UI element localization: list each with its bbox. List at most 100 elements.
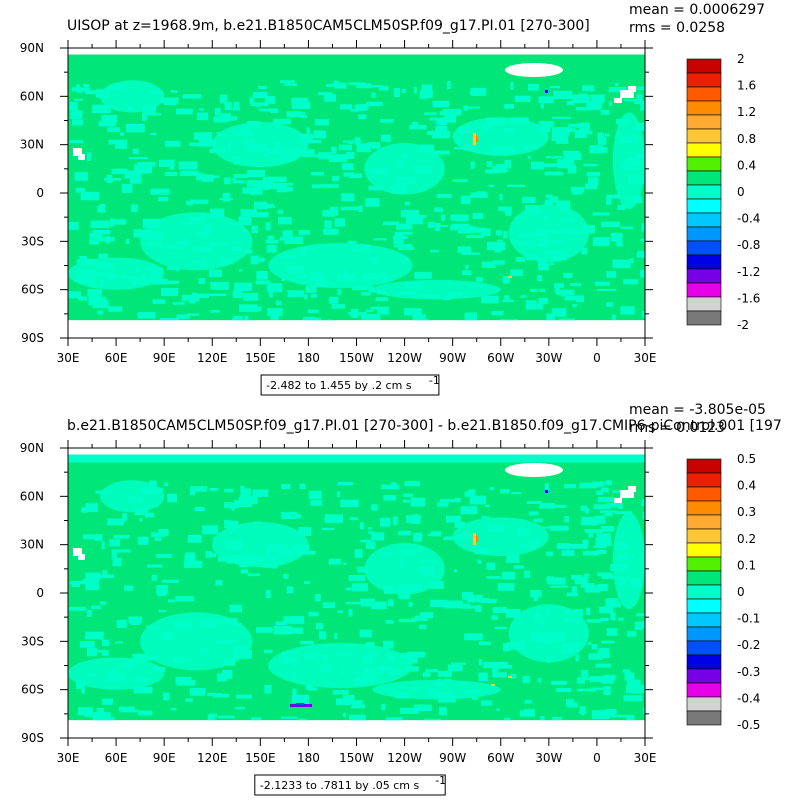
y-tick-label: 60N	[20, 489, 44, 503]
colorbar-box	[686, 486, 722, 502]
colorbar-box	[686, 682, 722, 698]
colorbar: 0.5 0.4 0.3 0.2 0.1 0 -0.1 -0.2 -0.3 -0.4 -0.5	[686, 452, 760, 732]
arctic-strip	[68, 454, 645, 463]
colorbar-box	[686, 710, 722, 726]
colorbar-box	[686, 598, 722, 614]
colorbar-label: 0.5	[737, 452, 756, 466]
inland-mask	[73, 548, 82, 556]
antarctica-mask	[68, 720, 645, 738]
x-tick-label: 120W	[387, 351, 422, 365]
masked-regions	[68, 448, 645, 738]
colorbar-box	[686, 556, 722, 572]
x-tick-label: 90E	[153, 351, 176, 365]
colorbar-label: -1.6	[737, 291, 760, 305]
plot-title: UISOP at z=1968.9m, b.e21.B1850CAM5CLM50…	[67, 18, 590, 34]
caspian-mask	[505, 463, 563, 477]
y-tick-label: 90S	[21, 331, 44, 345]
colorbar-box	[686, 156, 722, 172]
y-tick-label: 30S	[21, 634, 44, 648]
x-tick-label: 90W	[439, 751, 466, 765]
mean-label: mean = -3.805e-05	[629, 402, 766, 418]
colorbar-label: -0.4	[737, 212, 760, 226]
colorbar-box	[686, 296, 722, 312]
colorbar-box	[686, 640, 722, 656]
x-tick-label: 0	[593, 351, 601, 365]
x-tick-label: 90W	[439, 351, 466, 365]
colorbar-box	[686, 282, 722, 298]
colorbar-box	[686, 58, 722, 74]
colorbar-label: -0.5	[737, 718, 760, 732]
colorbar-label: -1.2	[737, 265, 760, 279]
colorbar-box	[686, 254, 722, 270]
colorbar-label: 0	[737, 585, 745, 599]
colorbar-label: 0.2	[737, 532, 756, 546]
colorbar: 2 1.6 1.2 0.8 0.4 0 -0.4 -0.8 -1.2 -1.6 -2	[686, 52, 760, 332]
colorbar-label: -0.1	[737, 612, 760, 626]
inland-mask-5	[614, 98, 622, 103]
x-tick-label: 150E	[245, 351, 276, 365]
colorbar-label: 0.1	[737, 558, 756, 572]
range-note-exponent: -1	[435, 774, 446, 787]
x-tick-label: 60E	[105, 751, 128, 765]
x-tick-label: 90E	[153, 751, 176, 765]
axes: 30E 60E 90E 120E 150E 180 150W 120W 90W 60W 30W 0 30…	[20, 40, 657, 365]
eddy-texture	[68, 480, 645, 728]
y-tick-label: 60N	[20, 89, 44, 103]
extreme-values	[290, 490, 548, 707]
x-tick-label: 30E	[634, 351, 657, 365]
y-tick-label: 30S	[21, 234, 44, 248]
x-tick-label: 30E	[57, 751, 80, 765]
colorbar-label: 0.4	[737, 479, 756, 493]
colorbar-label: 0.4	[737, 158, 756, 172]
colorbar-box	[686, 458, 722, 474]
colorbar-box	[686, 240, 722, 256]
inland-mask-2	[78, 554, 85, 560]
panel-uisop: UISOP at z=1968.9m, b.e21.B1850CAM5CLM50…	[20, 2, 765, 396]
inland-mask-5	[614, 498, 622, 503]
inland-mask-3	[620, 490, 634, 498]
colorbar-box	[686, 72, 722, 88]
map-field	[68, 48, 645, 338]
x-tick-label: 180	[297, 751, 320, 765]
range-note: -2.1233 to .7811 by .05 cm s -1	[254, 774, 446, 796]
colorbar-label: -0.4	[737, 691, 760, 705]
y-tick-label: 60S	[21, 683, 44, 697]
x-tick-label: 120E	[197, 751, 228, 765]
y-tick-label: 30N	[20, 538, 44, 552]
y-tick-label: 30N	[20, 138, 44, 152]
x-tick-label: 150W	[339, 751, 374, 765]
colorbar-box	[686, 212, 722, 228]
colorbar-box	[686, 584, 722, 600]
y-tick-label: 0	[36, 586, 44, 600]
colorbar-box	[686, 570, 722, 586]
x-tick-label: 150W	[339, 351, 374, 365]
y-tick-label: 60S	[21, 283, 44, 297]
colorbar-box	[686, 612, 722, 628]
inland-mask-4	[628, 86, 636, 92]
colorbar-label: 1.6	[737, 79, 756, 93]
colorbar-box	[686, 654, 722, 670]
colorbar-box	[686, 198, 722, 214]
north-pole-mask	[68, 448, 645, 455]
x-tick-label: 180	[297, 351, 320, 365]
inland-mask-4	[628, 486, 636, 492]
colorbar-label: -0.3	[737, 665, 760, 679]
colorbar-box	[686, 472, 722, 488]
x-tick-label: 60E	[105, 351, 128, 365]
inland-mask-3	[620, 90, 634, 98]
rms-label: rms = 0.0258	[629, 20, 725, 36]
x-tick-label: 30W	[535, 751, 562, 765]
rms-label: rms = 0.0123	[629, 420, 725, 436]
y-tick-label: 90N	[20, 41, 44, 55]
masked-regions	[68, 48, 645, 338]
extreme-values	[473, 90, 548, 278]
range-note: -2.482 to 1.455 by .2 cm s -1	[260, 374, 440, 396]
colorbar-box	[686, 170, 722, 186]
colorbar-label: -0.8	[737, 238, 760, 252]
colorbar-box	[686, 542, 722, 558]
colorbar-label: 0.8	[737, 132, 756, 146]
axes: 30E 60E 90E 120E 150E 180 150W 120W 90W 60W 30W 0 30…	[20, 440, 657, 765]
x-tick-label: 60W	[487, 751, 514, 765]
x-tick-label: 30E	[634, 751, 657, 765]
colorbar-box	[686, 626, 722, 642]
